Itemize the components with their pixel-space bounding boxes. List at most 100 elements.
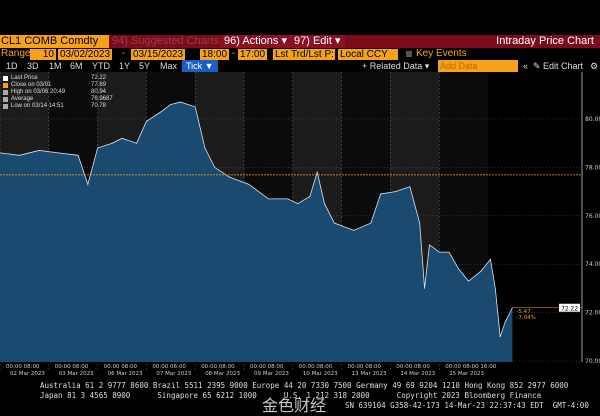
tick-dropdown[interactable]: Tick ▼: [182, 60, 218, 72]
time-tick-label: 00:00 08:00: [104, 364, 138, 370]
price-point: [58, 152, 59, 154]
price-point: [494, 288, 496, 289]
price-point: [297, 203, 299, 205]
add-data-input[interactable]: Add Data: [438, 60, 518, 72]
legend-item: Last Price 72.22: [3, 75, 113, 82]
price-point: [136, 142, 138, 144]
time-tick-label: 00:00 08:00: [299, 364, 333, 370]
time-tick-label: 00:00 08:00: [250, 364, 284, 370]
price-point: [287, 198, 289, 200]
dash-text: -: [122, 48, 126, 59]
end-date-field[interactable]: 03/15/2023: [131, 49, 186, 60]
period-3d[interactable]: 3D: [27, 61, 39, 71]
price-point: [204, 147, 206, 149]
price-point: [87, 183, 89, 185]
price-type-select[interactable]: Lst Trd/Lst P:: [273, 49, 335, 60]
price-point: [170, 104, 172, 105]
y-tick-label: 74.00: [585, 261, 600, 268]
dash-text: -: [232, 48, 236, 59]
watermark-logo: 金色财经: [262, 398, 327, 415]
legend-label: High on 03/06 20:49: [11, 89, 66, 95]
page-title: Intraday Price Chart: [496, 35, 594, 47]
legend-label: Last Price: [11, 75, 38, 81]
price-area: [0, 102, 513, 362]
date-tick-label: 08 Mar 2023: [205, 371, 240, 377]
period-ytd[interactable]: YTD: [92, 61, 110, 71]
related-data-menu[interactable]: + Related Data ▾: [362, 61, 430, 71]
price-line: [0, 101, 513, 337]
legend-item: Low on 03/14 14:51 70.78: [3, 103, 113, 110]
period-1y[interactable]: 1Y: [119, 61, 131, 71]
time-tick-label: 00:00 08:00: [6, 364, 40, 370]
ticker-field[interactable]: CL1 COMB Comdty: [0, 35, 109, 48]
price-point: [504, 321, 506, 323]
edit-chart-button[interactable]: ✎ Edit Chart: [533, 61, 584, 71]
key-events-checkbox[interactable]: [406, 51, 412, 57]
legend-value: 72.22: [91, 75, 107, 81]
change-pct: -7.04%: [516, 315, 535, 321]
time-tick-label: 00:00 08:00: [396, 364, 430, 370]
suggested-charts-button[interactable]: 94) Suggested Charts: [112, 35, 220, 47]
legend-swatch: [3, 90, 8, 95]
price-point: [38, 150, 40, 151]
end-time-field[interactable]: 17:00: [238, 49, 268, 60]
time-tick-label: 00:00 08:00: [348, 364, 382, 370]
period-1m[interactable]: 1M: [49, 61, 62, 71]
date-tick-label: 14 Mar 2023: [400, 371, 435, 377]
collapse-icon[interactable]: «: [523, 61, 529, 71]
price-point: [438, 251, 440, 253]
price-point: [160, 111, 162, 113]
price-point: [180, 101, 181, 103]
chart-legend: Last Price 72.22 Close on 03/01 77.69 High o…: [3, 75, 113, 110]
price-point: [248, 183, 250, 185]
price-point: [409, 186, 411, 188]
date-tick-label: 15 Mar 2023: [449, 371, 484, 377]
legend-label: Close on 03/01: [11, 82, 52, 88]
start-date-field[interactable]: 03/02/2023: [58, 49, 113, 60]
date-tick-label: 06 Mar 2023: [108, 371, 143, 377]
period-1d[interactable]: 1D: [6, 61, 18, 71]
actions-menu[interactable]: 96) Actions ▾: [220, 35, 291, 48]
price-point: [146, 121, 147, 122]
price-point: [499, 336, 501, 338]
footer-session-info: SN 639104 G358-42-173 14-Mar-23 22:37:43…: [345, 401, 589, 410]
y-tick-label: 78.00: [585, 164, 600, 171]
price-point: [424, 288, 425, 289]
y-tick-label: 76.00: [585, 213, 600, 220]
last-price-label: 72.22: [561, 305, 578, 312]
legend-swatch: [3, 83, 8, 88]
date-tick-label: 03 Mar 2023: [59, 371, 94, 377]
date-tick-label: 09 Mar 2023: [254, 371, 289, 377]
legend-value: 76.9687: [91, 96, 113, 102]
edit-menu[interactable]: 97) Edit ▾: [290, 35, 345, 48]
legend-item: Average 76.9687: [3, 96, 113, 103]
legend-swatch: [3, 104, 8, 109]
legend-label: Average: [11, 96, 34, 102]
legend-item: Close on 03/01 77.69: [3, 82, 113, 89]
gear-icon[interactable]: ⚙: [590, 61, 599, 71]
price-point: [97, 147, 98, 149]
currency-select[interactable]: Local CCY: [338, 49, 398, 60]
y-tick-label: 80.00: [585, 116, 600, 123]
time-tick-label: 00:00 08:00: [152, 364, 186, 370]
period-5y[interactable]: 5Y: [139, 61, 151, 71]
period-bar: 1D 3D 1M 6M YTD 1Y 5Y Max Tick ▼ + Relat…: [0, 60, 600, 72]
legend-value: 70.78: [91, 103, 107, 109]
price-point: [448, 251, 450, 253]
range-value-field[interactable]: 10: [30, 49, 56, 60]
start-time-field[interactable]: 18:00: [200, 49, 230, 60]
price-point: [309, 196, 311, 197]
price-point: [333, 222, 335, 224]
price-point: [458, 268, 460, 270]
period-6m[interactable]: 6M: [70, 61, 83, 71]
price-point: [77, 154, 79, 156]
legend-value: 80.94: [91, 89, 107, 95]
y-tick-label: 70.00: [585, 358, 600, 365]
period-max[interactable]: Max: [160, 61, 178, 71]
price-point: [353, 229, 355, 231]
y-tick-label: 72.00: [585, 310, 600, 317]
legend-value: 77.69: [91, 82, 107, 88]
price-point: [19, 154, 20, 156]
legend-swatch: [3, 97, 8, 102]
